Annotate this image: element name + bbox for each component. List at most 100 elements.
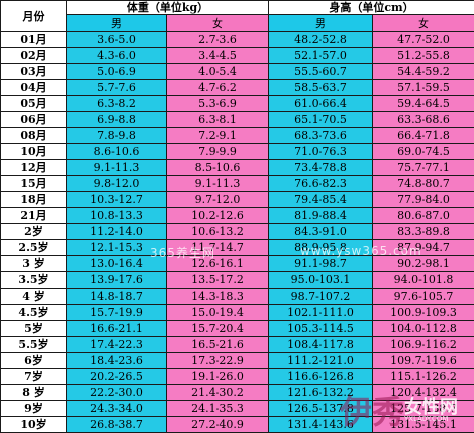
- height-girl-cell: 51.2-55.8: [372, 47, 474, 65]
- table-row: 2岁 11.2-14.0 10.6-13.2 84.3-91.0 83.3-89.8: [0, 223, 474, 241]
- age-cell: 21月: [0, 207, 67, 225]
- height-girl-cell: 94.0-101.8: [372, 271, 474, 289]
- table-row: 02月 4.3-6.0 3.4-4.5 52.1-57.0 51.2-55.8: [0, 47, 474, 65]
- table-row: 4 岁 14.8-18.7 14.3-18.3 98.7-107.2 97.6-105.…: [0, 287, 474, 305]
- age-cell: 7岁: [0, 367, 67, 385]
- weight-boy-cell: 6.9-8.8: [66, 111, 167, 129]
- height-girl-cell: 120.4-132.4: [372, 383, 474, 401]
- weight-boy-cell: 10.8-13.3: [66, 207, 167, 225]
- height-boy-cell: 58.5-63.7: [268, 79, 374, 97]
- table-row: 04月 5.7-7.6 4.7-6.2 58.5-63.7 57.1-59.5: [0, 79, 474, 97]
- height-boy-cell: 98.7-107.2: [268, 287, 374, 305]
- weight-girl-cell: 3.4-4.5: [165, 47, 270, 65]
- weight-girl-cell: 11.7-14.7: [165, 239, 270, 257]
- weight-girl-cell: 15.0-19.4: [165, 303, 270, 321]
- weight-boy-cell: 11.2-14.0: [66, 223, 167, 241]
- height-boy-cell: 105.3-114.5: [268, 319, 374, 337]
- height-girl-cell: 104.0-112.8: [372, 319, 474, 337]
- height-girl-cell: 66.4-71.8: [372, 127, 474, 145]
- height-girl-cell: 87.9-94.7: [372, 239, 474, 257]
- weight-boy-cell: 12.1-15.3: [66, 239, 167, 257]
- age-cell: 2.5岁: [0, 239, 67, 257]
- table-row: 10岁 26.8-38.7 27.2-40.9 131.4-143.6 131.5-14…: [0, 415, 474, 433]
- weight-boy-cell: 20.2-26.5: [66, 367, 167, 385]
- height-girl-cell: 131.5-145.1: [372, 415, 474, 433]
- weight-boy-cell: 13.9-17.6: [66, 271, 167, 289]
- table-row: 18月 10.3-12.7 9.7-12.0 79.4-85.4 77.9-84.0: [0, 191, 474, 209]
- table-row: 08月 7.8-9.8 7.2-9.1 68.3-73.6 66.4-71.8: [0, 127, 474, 145]
- height-boy-cell: 48.2-52.8: [268, 30, 374, 49]
- weight-boy-cell: 10.3-12.7: [66, 191, 167, 209]
- weight-boy-cell: 5.7-7.6: [66, 79, 167, 97]
- weight-girl-cell: 17.3-22.9: [165, 351, 270, 369]
- weight-girl-cell: 8.5-10.6: [165, 159, 270, 177]
- height-girl-cell: 54.4-59.2: [372, 63, 474, 81]
- table-row: 5岁 16.6-21.1 15.7-20.4 105.3-114.5 104.0-112…: [0, 319, 474, 337]
- weight-girl-cell: 15.7-20.4: [165, 319, 270, 337]
- height-boy-cell: 121.6-132.2: [268, 383, 374, 401]
- height-boy-cell: 61.0-66.4: [268, 95, 374, 113]
- height-boy-cell: 84.3-91.0: [268, 223, 374, 241]
- weight-boy-header: 男: [66, 14, 167, 32]
- height-girl-cell: 47.7-52.0: [372, 30, 474, 49]
- height-boy-cell: 79.4-85.4: [268, 191, 374, 209]
- height-boy-cell: 126.5-137.8: [268, 399, 374, 417]
- age-cell: 05月: [0, 95, 67, 113]
- age-cell: 02月: [0, 47, 67, 65]
- height-girl-cell: 57.1-59.5: [372, 79, 474, 97]
- age-cell: 06月: [0, 111, 67, 129]
- height-girl-cell: 75.7-77.1: [372, 159, 474, 177]
- weight-girl-cell: 7.9-9.9: [165, 143, 270, 161]
- table-row: 2.5岁 12.1-15.3 11.7-14.7 88.9-95.8 87.9-94.7: [0, 239, 474, 257]
- table-row: 8 岁 22.2-30.0 21.4-30.2 121.6-132.2 120.4-13…: [0, 383, 474, 401]
- age-cell: 10岁: [0, 415, 67, 433]
- table-row: 7岁 20.2-26.5 19.1-26.0 116.6-126.8 115.1-126…: [0, 367, 474, 385]
- weight-boy-cell: 6.3-8.2: [66, 95, 167, 113]
- table-row: 3 岁 13.0-16.4 12.6-16.1 91.1-98.7 90.2-98.1: [0, 255, 474, 273]
- height-girl-header: 女: [372, 14, 474, 32]
- table-row: 3.5岁 13.9-17.6 13.5-17.2 95.0-103.1 94.0-101…: [0, 271, 474, 289]
- height-girl-cell: 125.7-138.7: [372, 399, 474, 417]
- weight-girl-cell: 5.3-6.9: [165, 95, 270, 113]
- weight-boy-cell: 26.8-38.7: [66, 415, 167, 433]
- table-row: 5.5岁 17.4-22.3 16.5-21.6 108.4-117.8 106.9-1…: [0, 335, 474, 353]
- height-boy-cell: 95.0-103.1: [268, 271, 374, 289]
- height-girl-cell: 77.9-84.0: [372, 191, 474, 209]
- height-boy-cell: 68.3-73.6: [268, 127, 374, 145]
- weight-boy-cell: 9.8-12.0: [66, 175, 167, 193]
- table-row: 03月 5.0-6.9 4.0-5.4 55.5-60.7 54.4-59.2: [0, 63, 474, 81]
- weight-group-header: 体重（单位kg）: [65, 0, 270, 15]
- age-cell: 10月: [0, 143, 67, 161]
- weight-boy-cell: 7.8-9.8: [66, 127, 167, 145]
- age-column-header: 月份: [0, 0, 67, 32]
- weight-boy-cell: 5.0-6.9: [66, 63, 167, 81]
- weight-boy-cell: 16.6-21.1: [66, 319, 167, 337]
- weight-boy-cell: 22.2-30.0: [66, 383, 167, 401]
- height-girl-cell: 115.1-126.2: [372, 367, 474, 385]
- table-row: 12月 9.1-11.3 8.5-10.6 73.4-78.8 75.7-77.1: [0, 159, 474, 177]
- age-cell: 2岁: [0, 223, 67, 241]
- weight-girl-cell: 9.1-11.3: [165, 175, 270, 193]
- height-boy-cell: 65.1-70.5: [268, 111, 374, 129]
- height-boy-cell: 73.4-78.8: [268, 159, 374, 177]
- age-cell: 6岁: [0, 351, 67, 369]
- age-cell: 18月: [0, 191, 67, 209]
- weight-girl-cell: 2.7-3.6: [165, 30, 270, 49]
- weight-girl-cell: 14.3-18.3: [165, 287, 270, 305]
- weight-boy-cell: 8.6-10.6: [66, 143, 167, 161]
- height-girl-cell: 97.6-105.7: [372, 287, 474, 305]
- height-boy-cell: 55.5-60.7: [268, 63, 374, 81]
- weight-boy-cell: 14.8-18.7: [66, 287, 167, 305]
- height-boy-cell: 116.6-126.8: [268, 367, 374, 385]
- height-girl-cell: 74.8-80.7: [372, 175, 474, 193]
- age-cell: 04月: [0, 79, 67, 97]
- weight-girl-cell: 24.1-35.3: [165, 399, 270, 417]
- height-boy-cell: 102.1-111.0: [268, 303, 374, 321]
- weight-girl-cell: 7.2-9.1: [165, 127, 270, 145]
- table-row: 6岁 18.4-23.6 17.3-22.9 111.2-121.0 109.7-119…: [0, 351, 474, 369]
- age-cell: 5.5岁: [0, 335, 67, 353]
- age-cell: 3.5岁: [0, 271, 67, 289]
- height-girl-cell: 106.9-116.2: [372, 335, 474, 353]
- age-cell: 4 岁: [0, 287, 67, 305]
